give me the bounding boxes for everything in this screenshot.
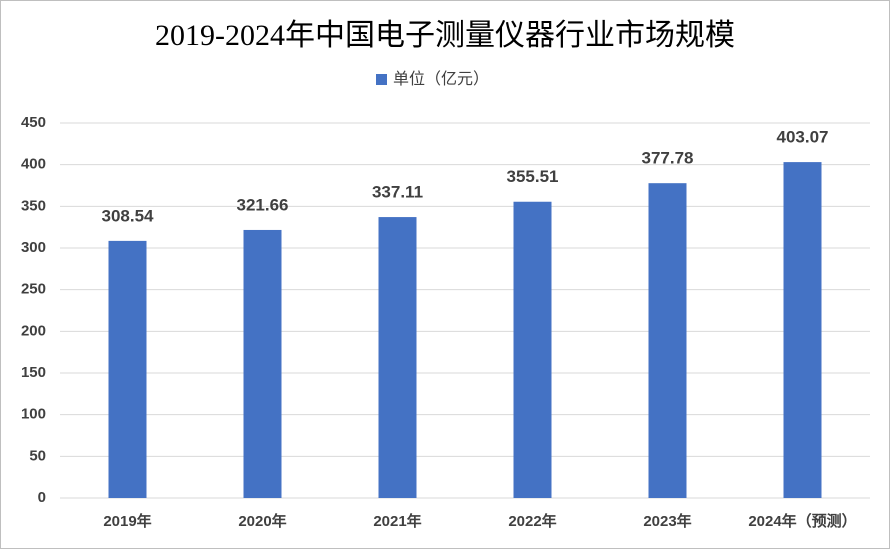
bar [378,217,417,498]
bar [243,229,282,498]
legend: 单位（亿元） [376,70,489,88]
bar [108,240,147,498]
x-tick-label: 2019年 [103,512,151,530]
y-tick-label: 350 [21,197,46,214]
bar [513,201,552,498]
data-label: 337.11 [372,183,423,202]
x-tick-label: 2024年（预测） [748,512,856,530]
x-tick-label: 2021年 [373,512,421,530]
data-label: 403.07 [777,128,829,147]
y-tick-label: 400 [21,156,46,173]
data-label: 321.66 [237,195,289,214]
y-tick-label: 150 [21,364,46,381]
data-label: 308.54 [102,206,155,225]
y-tick-label: 0 [38,489,46,506]
legend-swatch [376,74,387,85]
y-tick-label: 250 [21,281,46,298]
x-tick-label: 2020年 [238,512,286,530]
y-tick-label: 300 [21,239,46,256]
bar [783,162,822,498]
y-tick-label: 450 [21,114,46,131]
data-label: 355.51 [507,167,559,186]
chart-title: 2019-2024年中国电子测量仪器行业市场规模 [155,19,735,52]
data-label: 377.78 [642,149,694,168]
x-tick-label: 2023年 [643,512,691,530]
legend-label: 单位（亿元） [393,70,489,88]
x-tick-label: 2022年 [508,512,556,530]
y-tick-label: 200 [21,322,46,339]
y-tick-label: 50 [29,447,46,464]
bar [648,183,687,498]
y-tick-label: 100 [21,406,46,423]
